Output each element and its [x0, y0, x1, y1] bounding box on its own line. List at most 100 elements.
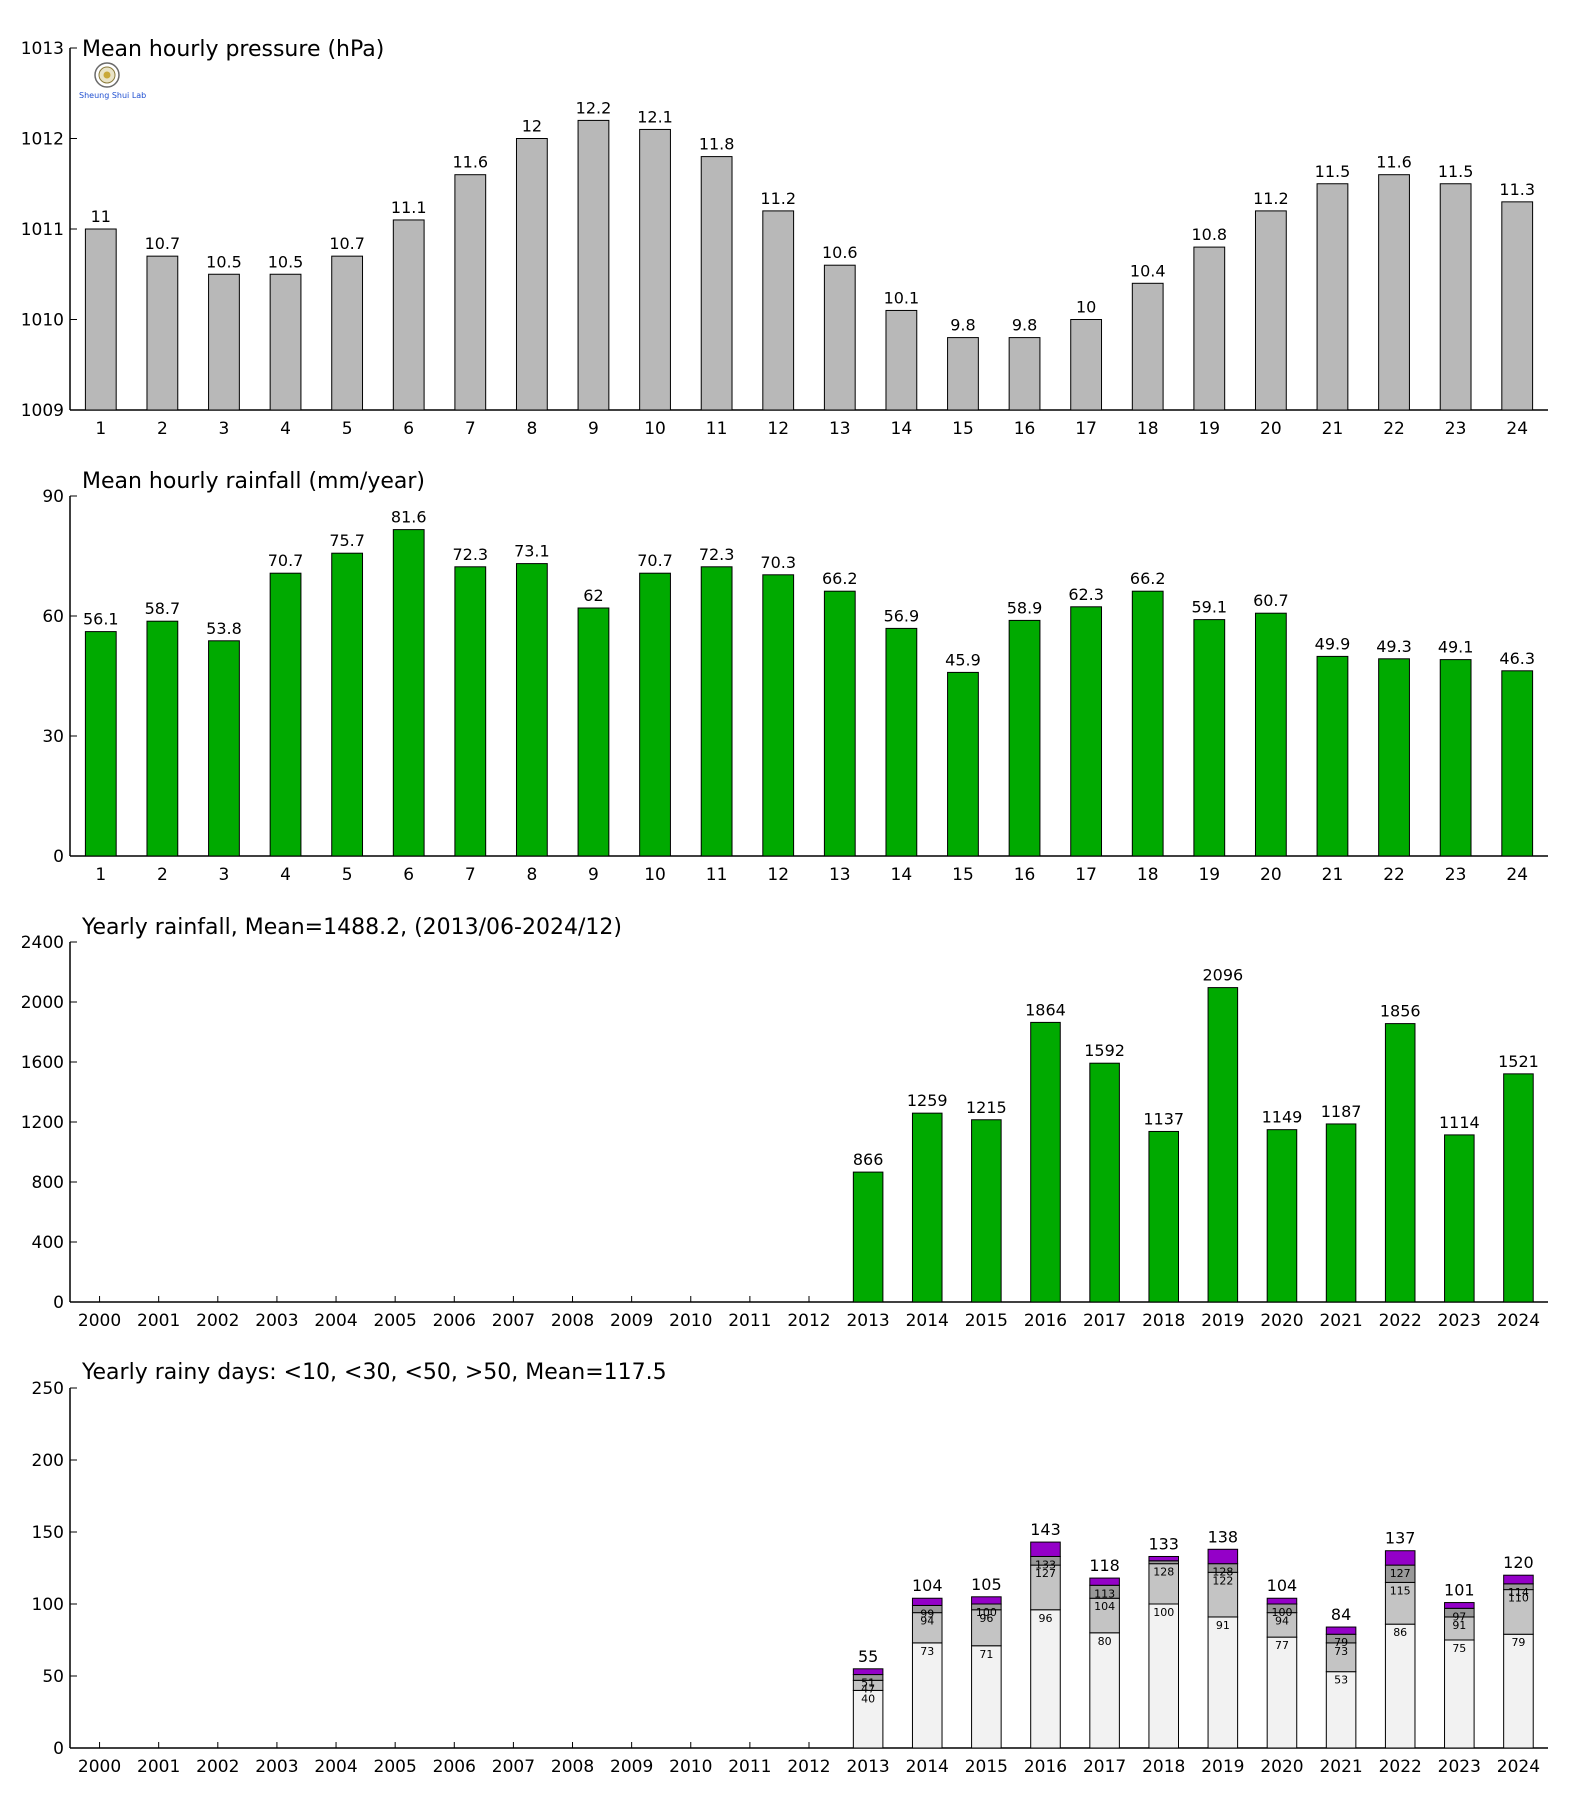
bar-value-label: 72.3	[452, 545, 488, 564]
x-tick-label: 2014	[906, 1311, 949, 1331]
x-tick-label: 16	[1014, 419, 1036, 439]
stacked-segment	[1148, 1603, 1179, 1749]
x-tick-label: 11	[706, 865, 728, 885]
bar-value-label: 56.1	[83, 610, 119, 629]
y-tick-label: 50	[42, 1667, 64, 1687]
bar	[1439, 183, 1472, 411]
x-tick-label: 4	[280, 865, 291, 885]
bar	[1193, 246, 1226, 411]
y-tick-label: 200	[32, 1451, 64, 1471]
bar	[1325, 1123, 1357, 1303]
stacked-segment	[1207, 1616, 1239, 1749]
x-tick-label: 2018	[1142, 1311, 1185, 1331]
stacked-segment	[1384, 1550, 1416, 1566]
bar-value-label: 12.2	[576, 98, 612, 117]
bar-value-label: 70.7	[268, 551, 304, 570]
x-tick-label: 2023	[1438, 1757, 1481, 1777]
bar	[392, 219, 425, 411]
logo-text-part: Sheung Shui Lab	[79, 91, 147, 100]
bar-total-label: 120	[1503, 1553, 1534, 1572]
segment-value-label: 79	[1334, 1636, 1348, 1649]
bar-total-label: 138	[1208, 1527, 1239, 1546]
segment-value-label: 94	[920, 1615, 934, 1628]
bar	[1030, 1021, 1061, 1303]
y-tick-label: 0	[53, 1293, 64, 1313]
bar	[84, 228, 117, 411]
segment-value-label: 47	[861, 1682, 875, 1695]
stacked-segment	[852, 1668, 884, 1676]
x-tick-label: 12	[767, 419, 789, 439]
stacked-segment	[911, 1597, 943, 1606]
segment-value-label: 100	[1153, 1606, 1174, 1619]
segment-value-label: 97	[1452, 1610, 1466, 1623]
x-tick-label: 2021	[1319, 1757, 1362, 1777]
x-tick-label: 24	[1506, 419, 1528, 439]
y-tick-label: 60	[42, 607, 64, 627]
bar-value-label: 60.7	[1253, 591, 1289, 610]
bar	[1148, 1130, 1179, 1303]
bar	[146, 255, 179, 411]
segment-value-label: 133	[1035, 1558, 1056, 1571]
bar	[1131, 282, 1164, 411]
x-tick-label: 12	[767, 865, 789, 885]
y-tick-label: 2400	[21, 933, 64, 953]
bar-value-label: 1187	[1321, 1102, 1362, 1121]
segment-value-label: 86	[1393, 1626, 1407, 1639]
x-tick-label: 21	[1322, 865, 1344, 885]
bar	[515, 138, 548, 411]
x-tick-label: 4	[280, 419, 291, 439]
bar-value-label: 11.2	[1253, 189, 1289, 208]
bar-value-label: 11.1	[391, 198, 427, 217]
bar-value-label: 73.1	[514, 542, 550, 561]
bar-value-label: 81.6	[391, 508, 427, 527]
stacked-segment	[1030, 1541, 1061, 1557]
bar-value-label: 11.6	[1376, 153, 1412, 172]
bar	[762, 210, 795, 411]
bar	[1501, 670, 1534, 857]
bar-value-label: 11.8	[699, 135, 735, 154]
segment-value-label: 115	[1390, 1584, 1411, 1597]
chart-title: Mean hourly rainfall (mm/year)	[82, 469, 425, 494]
x-tick-label: 2016	[1024, 1757, 1067, 1777]
segment-value-label: 75	[1452, 1642, 1466, 1655]
chart-title: Yearly rainfall, Mean=1488.2, (2013/06-2…	[81, 915, 622, 940]
bar-value-label: 66.2	[822, 569, 858, 588]
stacked-segment	[1207, 1548, 1239, 1565]
y-tick-label: 1200	[21, 1113, 64, 1133]
stacked-segment	[1266, 1597, 1298, 1605]
stacked-segment	[1148, 1555, 1179, 1562]
bar	[1378, 658, 1410, 857]
segment-value-label: 40	[861, 1692, 875, 1705]
bar	[1008, 337, 1041, 411]
stacked-segment	[1266, 1612, 1298, 1638]
bar	[392, 529, 425, 857]
segment-value-label: 100	[976, 1606, 997, 1619]
x-tick-label: 18	[1137, 419, 1159, 439]
bar	[454, 566, 487, 857]
bar-value-label: 62.3	[1068, 585, 1104, 604]
bar	[911, 1112, 943, 1303]
x-tick-label: 8	[526, 419, 537, 439]
bar-value-label: 59.1	[1191, 598, 1227, 617]
x-tick-label: 16	[1014, 865, 1036, 885]
x-tick-label: 9	[588, 865, 599, 885]
x-tick-label: 2019	[1201, 1311, 1244, 1331]
y-tick-label: 1013	[21, 39, 64, 59]
bar	[823, 590, 856, 857]
bar	[515, 563, 548, 857]
stacked-segment	[1503, 1574, 1534, 1585]
x-tick-label: 2012	[787, 1311, 830, 1331]
segment-value-label: 73	[920, 1645, 934, 1658]
bar	[269, 273, 302, 411]
x-tick-label: 2004	[314, 1757, 357, 1777]
x-tick-label: 2002	[196, 1757, 239, 1777]
x-tick-label: 2022	[1379, 1311, 1422, 1331]
segment-value-label: 71	[979, 1648, 993, 1661]
stacked-segment	[852, 1689, 884, 1749]
x-tick-label: 2017	[1083, 1757, 1126, 1777]
x-tick-label: 2006	[433, 1311, 476, 1331]
bar	[1501, 201, 1534, 411]
bar	[762, 574, 795, 857]
bar-value-label: 9.8	[1012, 316, 1037, 335]
x-tick-label: 2007	[492, 1757, 535, 1777]
